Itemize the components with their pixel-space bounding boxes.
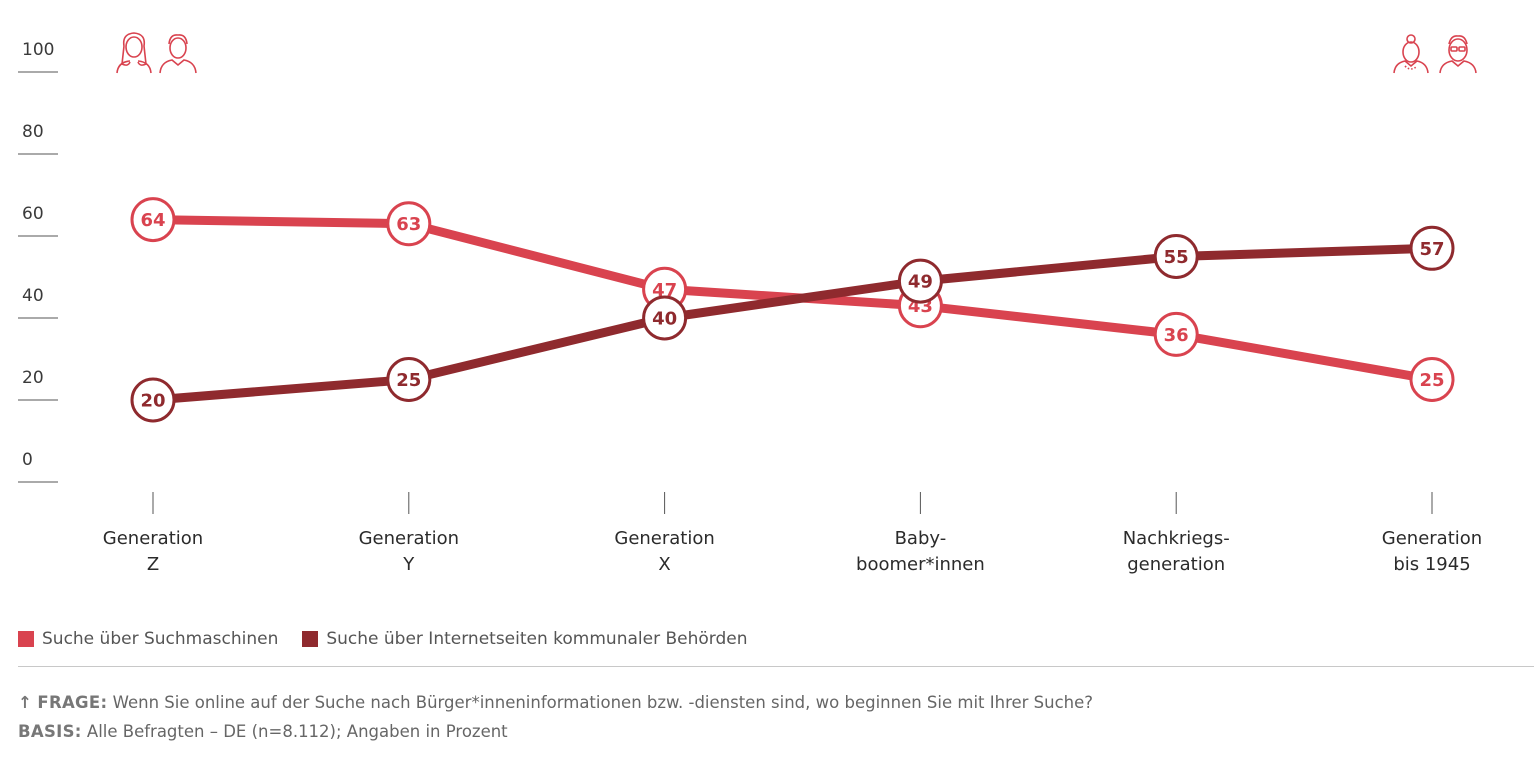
- x-category-label: Nachkriegs-generation: [1123, 528, 1230, 575]
- series-lines: [148, 215, 1437, 405]
- data-point: 25: [1409, 357, 1455, 402]
- y-tick-label: 20: [22, 368, 44, 388]
- data-point: 40: [642, 295, 688, 341]
- data-point: 49: [897, 258, 943, 304]
- data-label: 63: [396, 214, 421, 235]
- y-tick-label: 80: [22, 122, 44, 142]
- data-marker: [642, 295, 688, 341]
- data-marker: [386, 357, 432, 402]
- data-point: 63: [386, 201, 432, 247]
- y-tick-label: 100: [22, 40, 54, 60]
- old-generation-icons: [1393, 34, 1477, 74]
- data-point: 36: [1153, 311, 1199, 357]
- footnote-basis: BASIS: Alle Befragten – DE (n=8.112); An…: [18, 722, 508, 741]
- data-point: 55: [1153, 234, 1199, 279]
- legend-label-municipal-websites: Suche über Internetseiten kommunaler Beh…: [326, 629, 748, 649]
- question-label: FRAGE:: [37, 693, 108, 712]
- x-category-label: Generation Z: [103, 528, 203, 575]
- young-generation-icons: [116, 32, 197, 74]
- data-label: 57: [1419, 239, 1444, 260]
- y-tick-label: 60: [22, 204, 44, 224]
- data-marker: [1153, 234, 1199, 279]
- data-marker: [130, 197, 176, 243]
- data-label: 20: [140, 391, 165, 412]
- data-point: 57: [1409, 225, 1455, 271]
- legend: Suche über Suchmaschinen Suche über Inte…: [18, 629, 771, 649]
- legend-item-municipal-websites: Suche über Internetseiten kommunaler Beh…: [302, 629, 747, 649]
- data-marker: [897, 258, 943, 304]
- x-axis: Generation Z Generation Y Generation X Baby-bo…: [103, 492, 1482, 575]
- y-tick-label: 0: [22, 450, 33, 470]
- data-label: 64: [140, 210, 165, 231]
- old-man-icon: [1439, 35, 1477, 74]
- data-label: 47: [652, 280, 677, 301]
- data-label: 36: [1164, 325, 1189, 346]
- data-point: 25: [386, 357, 432, 402]
- data-label: 25: [396, 370, 421, 391]
- data-point: 64: [130, 197, 176, 243]
- data-label: 55: [1164, 247, 1189, 268]
- question-text: Wenn Sie online auf der Suche nach Bürge…: [112, 693, 1094, 712]
- legend-label-search-engines: Suche über Suchmaschinen: [42, 629, 279, 649]
- y-axis: 100 80 60 40 20 0: [18, 40, 58, 483]
- basis-label: BASIS:: [18, 722, 82, 741]
- young-woman-icon: [116, 32, 152, 74]
- data-label: 25: [1419, 370, 1444, 391]
- x-category-label: Generation X: [614, 528, 714, 575]
- legend-swatch-search-engines: [18, 631, 34, 647]
- data-marker: [386, 201, 432, 247]
- arrow-up-icon: ↑: [18, 693, 33, 712]
- data-marker: [1153, 311, 1199, 357]
- y-tick-label: 40: [22, 286, 44, 306]
- legend-swatch-municipal-websites: [302, 631, 319, 647]
- data-marker: [1409, 357, 1455, 402]
- divider: [18, 666, 1534, 667]
- basis-text: Alle Befragten – DE (n=8.112); Angaben i…: [86, 722, 508, 741]
- young-man-icon: [159, 34, 197, 74]
- x-category-label: Generation bis 1945: [1382, 528, 1482, 575]
- footnote-question: ↑ FRAGE: Wenn Sie online auf der Suche n…: [18, 693, 1093, 712]
- data-label: 49: [908, 272, 933, 293]
- data-point: 20: [130, 377, 176, 423]
- series-line-municipal-websites: [148, 243, 1437, 405]
- data-marker: [130, 377, 176, 423]
- old-woman-icon: [1393, 34, 1429, 74]
- legend-item-search-engines: Suche über Suchmaschinen: [18, 629, 278, 649]
- data-label: 40: [652, 309, 677, 330]
- x-category-label: Baby-boomer*innen: [856, 528, 985, 575]
- x-category-label: Generation Y: [359, 528, 459, 575]
- data-marker: [1409, 225, 1455, 271]
